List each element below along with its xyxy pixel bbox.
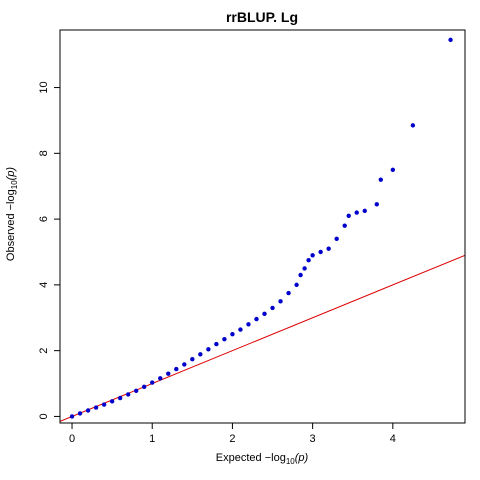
- x-tick-label: 0: [69, 433, 75, 445]
- data-point: [142, 384, 147, 390]
- chart-title: rrBLUP. Lg: [226, 9, 298, 25]
- y-axis-label-suffix: (p): [5, 167, 17, 181]
- data-point: [101, 402, 107, 407]
- data-point: [206, 347, 211, 352]
- data-point: [362, 208, 367, 214]
- data-point: [334, 236, 339, 242]
- data-point: [230, 332, 235, 337]
- data-point: [448, 37, 453, 43]
- x-tick-label: 2: [229, 433, 235, 445]
- y-tick-label: 8: [38, 150, 50, 156]
- x-axis-label: Expected −log10(p): [216, 452, 309, 466]
- data-point: [214, 341, 219, 347]
- x-tick-label: 1: [149, 433, 155, 445]
- data-point: [378, 177, 383, 182]
- data-point: [125, 392, 131, 397]
- x-tick-label: 4: [390, 433, 396, 445]
- data-point: [306, 258, 311, 263]
- x-axis-label-prefix: Expected −log: [216, 452, 286, 464]
- data-point: [117, 395, 123, 401]
- data-point: [318, 249, 323, 255]
- data-point: [158, 376, 163, 381]
- data-point: [174, 366, 179, 372]
- data-point: [286, 290, 291, 296]
- y-tick-label: 0: [38, 413, 50, 419]
- data-point: [254, 316, 259, 322]
- y-axis-label-sub: 10: [10, 180, 19, 189]
- y-axis-label: Observed −log10(p): [5, 167, 19, 262]
- data-point: [238, 327, 243, 332]
- data-point: [298, 272, 303, 278]
- y-tick-label: 2: [38, 348, 50, 354]
- data-point: [166, 371, 171, 376]
- y-tick-label: 4: [38, 282, 50, 288]
- y-tick-label: 10: [38, 81, 50, 93]
- data-point: [346, 213, 351, 219]
- data-point: [262, 311, 267, 317]
- data-point: [270, 305, 275, 311]
- points-layer: [69, 37, 453, 419]
- y-axis: 0 2 4 6 8 10: [38, 81, 60, 419]
- data-point: [85, 408, 91, 413]
- data-point: [374, 202, 379, 207]
- data-point: [390, 167, 396, 172]
- data-point: [354, 210, 359, 215]
- plot-frame: [59, 29, 466, 424]
- data-point: [410, 123, 416, 128]
- data-point: [182, 362, 187, 367]
- data-point: [150, 380, 155, 385]
- y-tick-label: 6: [38, 216, 50, 222]
- data-point: [109, 399, 115, 404]
- data-point: [69, 414, 75, 419]
- data-point: [310, 253, 315, 258]
- data-point: [222, 336, 227, 342]
- x-axis-label-suffix: (p): [295, 452, 309, 464]
- x-axis: 0 1 2 3 4: [69, 423, 396, 445]
- data-point: [342, 223, 347, 228]
- data-point: [93, 405, 99, 410]
- x-axis-label-sub: 10: [286, 457, 295, 466]
- data-point: [294, 282, 299, 288]
- y-axis-label-prefix: Observed −log: [5, 189, 17, 261]
- data-point: [246, 322, 251, 327]
- data-point: [278, 299, 283, 304]
- data-point: [198, 352, 203, 357]
- data-point: [190, 357, 195, 362]
- x-tick-label: 3: [310, 433, 316, 445]
- data-point: [326, 246, 331, 251]
- data-point: [133, 388, 139, 393]
- data-point: [302, 266, 307, 271]
- data-point: [77, 411, 83, 416]
